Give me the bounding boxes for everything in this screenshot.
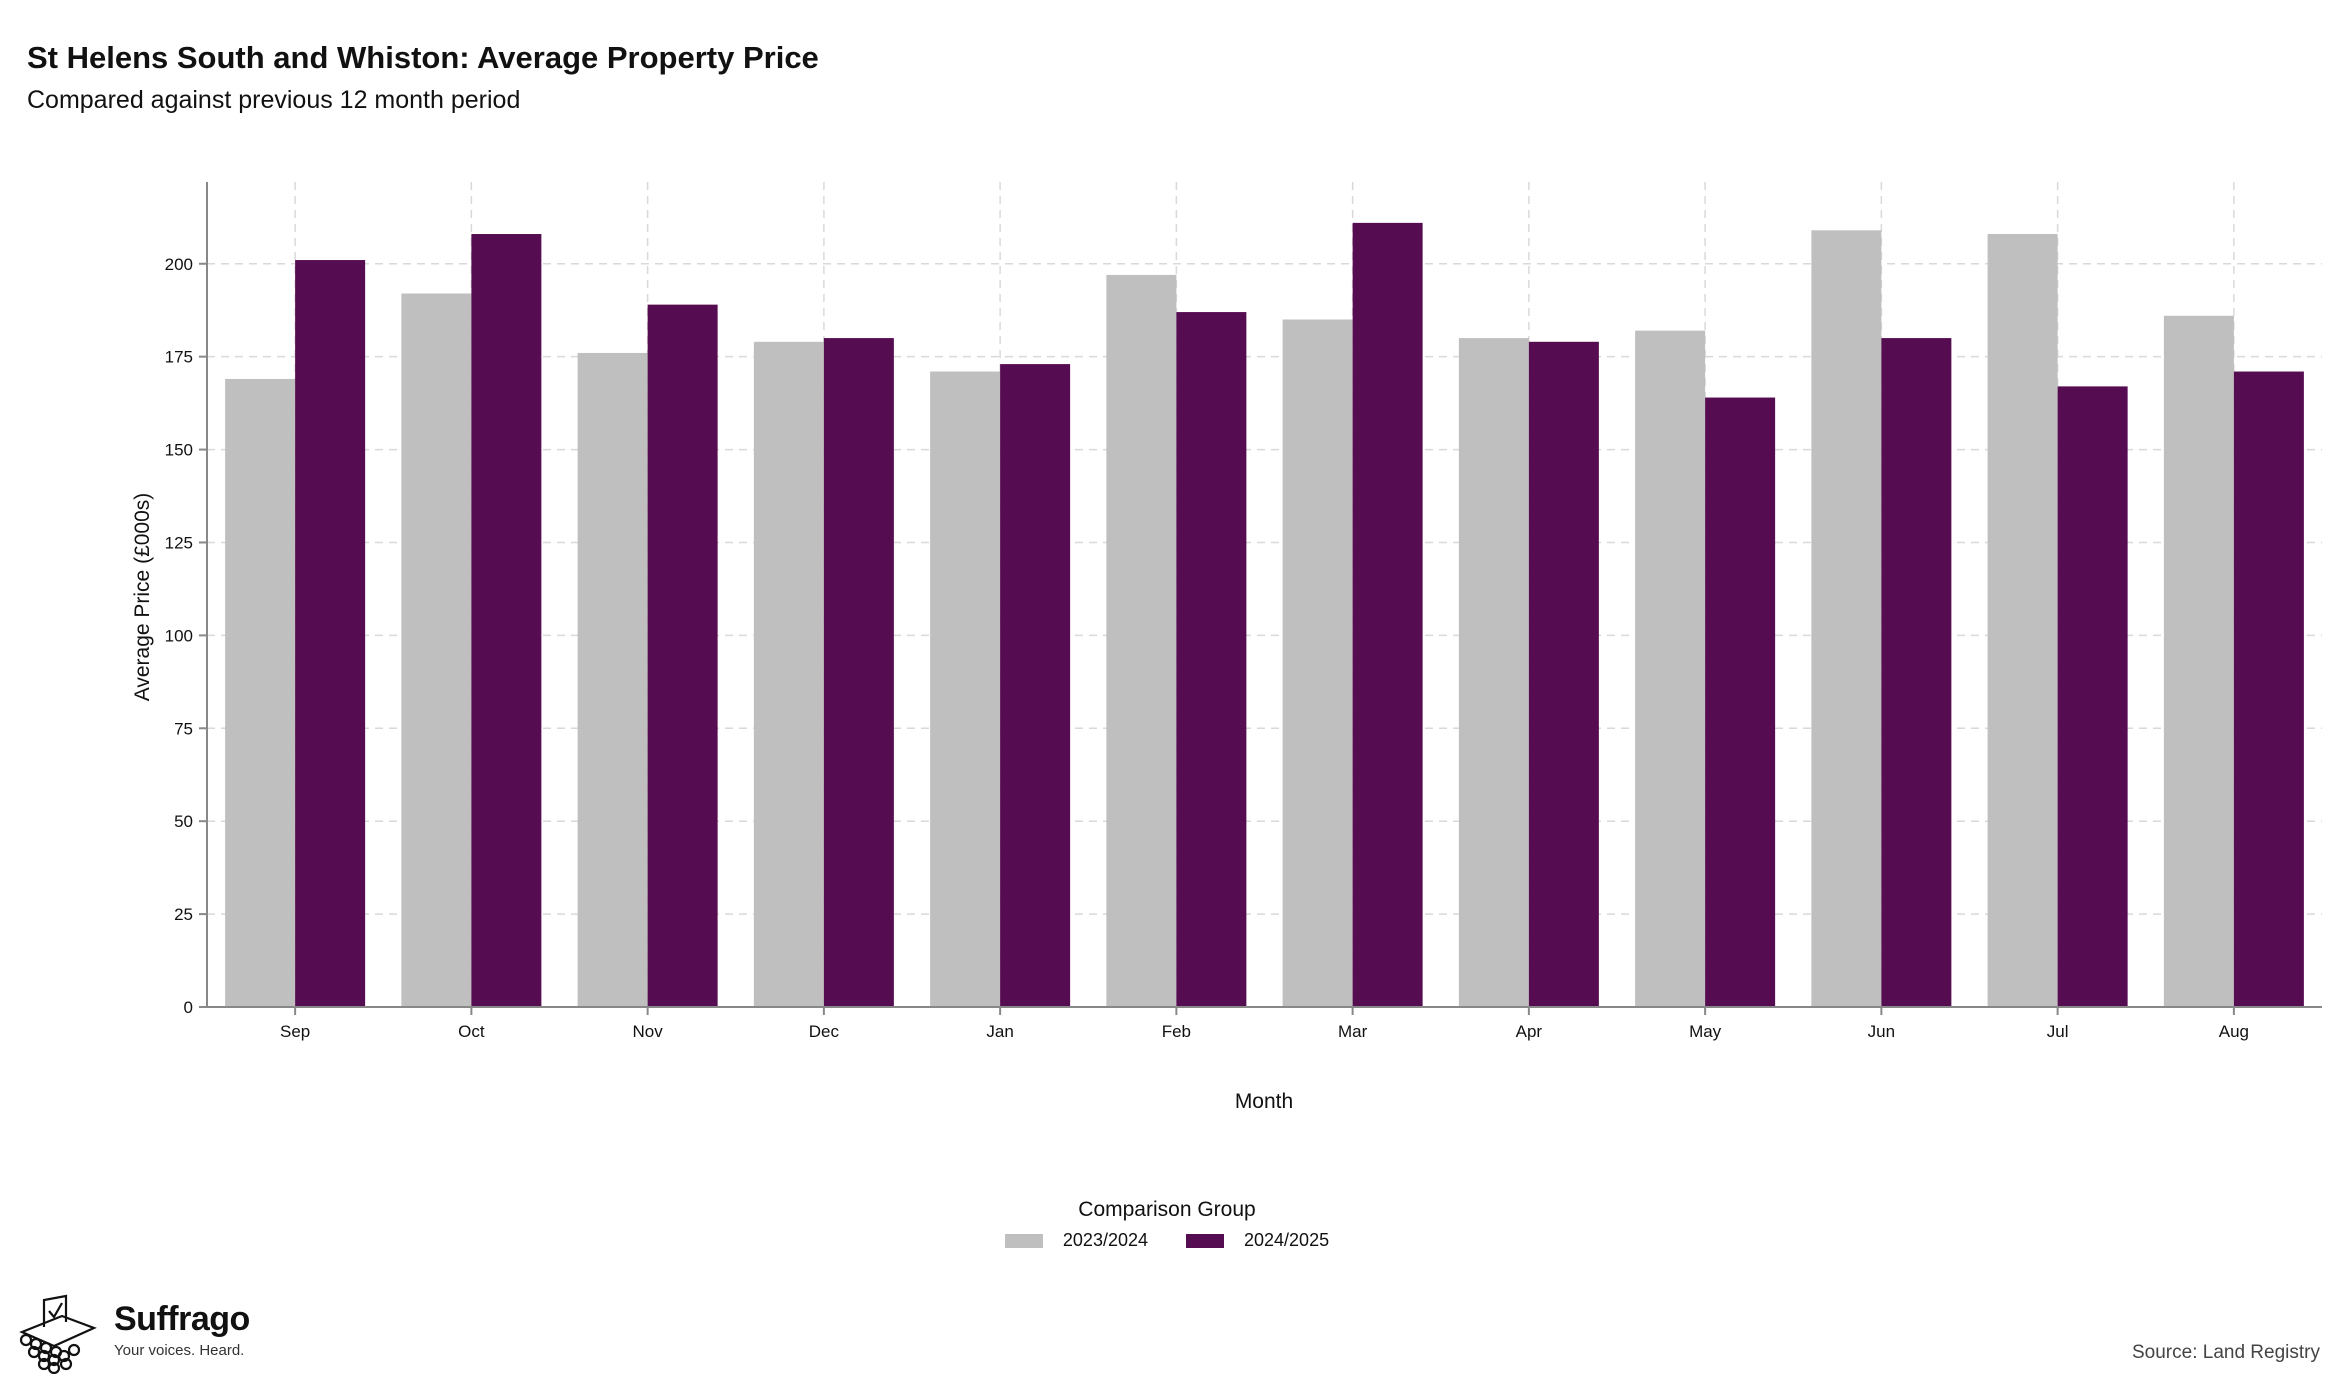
x-tick-label: Oct (458, 1022, 485, 1041)
bar-2023-2024-jun (1811, 230, 1882, 1008)
y-tick-label: 100 (165, 626, 193, 645)
bar-2023-2024-jan (930, 371, 1001, 1007)
ballot-box-icon (19, 1294, 97, 1374)
bar-2023-2024-oct (401, 293, 472, 1008)
bar-2023-2024-feb (1106, 274, 1177, 1007)
y-tick-label: 50 (174, 812, 193, 831)
y-tick-labels: 0 25 50 75 100 125 150 175 200 (165, 255, 207, 1017)
legend-swatch-2024-2025 (1186, 1233, 1224, 1248)
bar-2023-2024-nov (577, 352, 648, 1008)
y-tick-label: 0 (184, 998, 193, 1017)
x-tick-label: Aug (2219, 1022, 2249, 1041)
legend-label-2023-2024: 2023/2024 (1062, 1230, 1148, 1250)
bar-2024-2025-dec (823, 338, 894, 1008)
bar-2024-2025-nov (647, 304, 718, 1007)
y-tick-label: 200 (165, 255, 193, 274)
legend-swatch-2023-2024 (1004, 1233, 1043, 1248)
x-tick-label: Feb (1162, 1022, 1191, 1041)
x-tick-label: Sep (280, 1022, 310, 1041)
bar-2023-2024-jul (1987, 234, 2058, 1007)
bar-2023-2024-apr (1458, 338, 1529, 1008)
x-tick-label: May (1689, 1022, 1722, 1041)
y-tick-label: 25 (174, 905, 193, 924)
source-note: Source: Land Registry (2132, 1342, 2320, 1363)
legend-title: Comparison Group (1078, 1198, 1256, 1221)
bar-2024-2025-apr (1528, 341, 1599, 1007)
x-tick-label: Jul (2047, 1022, 2069, 1041)
bar-2024-2025-jan (1000, 364, 1071, 1007)
bar-2024-2025-jun (1881, 338, 1952, 1008)
bar-2023-2024-dec (753, 341, 824, 1007)
chart-subtitle: Compared against previous 12 month perio… (27, 86, 521, 114)
legend-item-2023-2024: 2023/2024 (1004, 1230, 1148, 1251)
bar-2023-2024-mar (1282, 319, 1353, 1007)
bar-2024-2025-feb (1176, 312, 1247, 1007)
axes (206, 182, 2322, 1008)
x-tick-label: Jan (986, 1022, 1013, 1041)
bar-2023-2024-may (1635, 330, 1706, 1007)
bar-2024-2025-aug (2233, 371, 2304, 1007)
brand-tagline: Your voices. Heard. (114, 1342, 245, 1359)
bar-2024-2025-mar (1352, 222, 1423, 1008)
y-tick-label: 150 (165, 441, 193, 460)
bar-2023-2024-aug (2163, 315, 2234, 1007)
legend-label-2024-2025: 2024/2025 (1244, 1230, 1330, 1250)
legend: Comparison Group 2023/2024 2024/2025 (0, 1198, 2334, 1251)
bar-2024-2025-oct (471, 234, 542, 1007)
y-tick-label: 75 (174, 719, 193, 738)
bar-2024-2025-may (1705, 397, 1776, 1007)
x-tick-label: Nov (633, 1022, 664, 1041)
bars (225, 222, 2304, 1008)
y-tick-label: 175 (165, 348, 193, 367)
y-axis-title: Average Price (£000s) (131, 493, 154, 702)
x-tick-labels: Sep Oct Nov Dec Jan Feb Mar Apr May Jun Jul Aug (280, 1007, 2249, 1041)
x-tick-label: Apr (1516, 1022, 1543, 1041)
bar-2024-2025-sep (295, 260, 366, 1007)
legend-item-2024-2025: 2024/2025 (1186, 1230, 1329, 1251)
x-tick-label: Jun (1868, 1022, 1895, 1041)
bar-2024-2025-jul (2057, 386, 2128, 1007)
x-tick-label: Mar (1338, 1022, 1368, 1041)
bar-2023-2024-sep (225, 378, 296, 1007)
x-axis-title: Month (1235, 1090, 1293, 1113)
y-tick-label: 125 (165, 533, 193, 552)
chart-title: St Helens South and Whiston: Average Pro… (27, 40, 819, 75)
brand-name: Suffrago (114, 1300, 250, 1338)
x-tick-label: Dec (809, 1022, 840, 1041)
brand-logo: Suffrago Your voices. Heard. (14, 1294, 250, 1374)
